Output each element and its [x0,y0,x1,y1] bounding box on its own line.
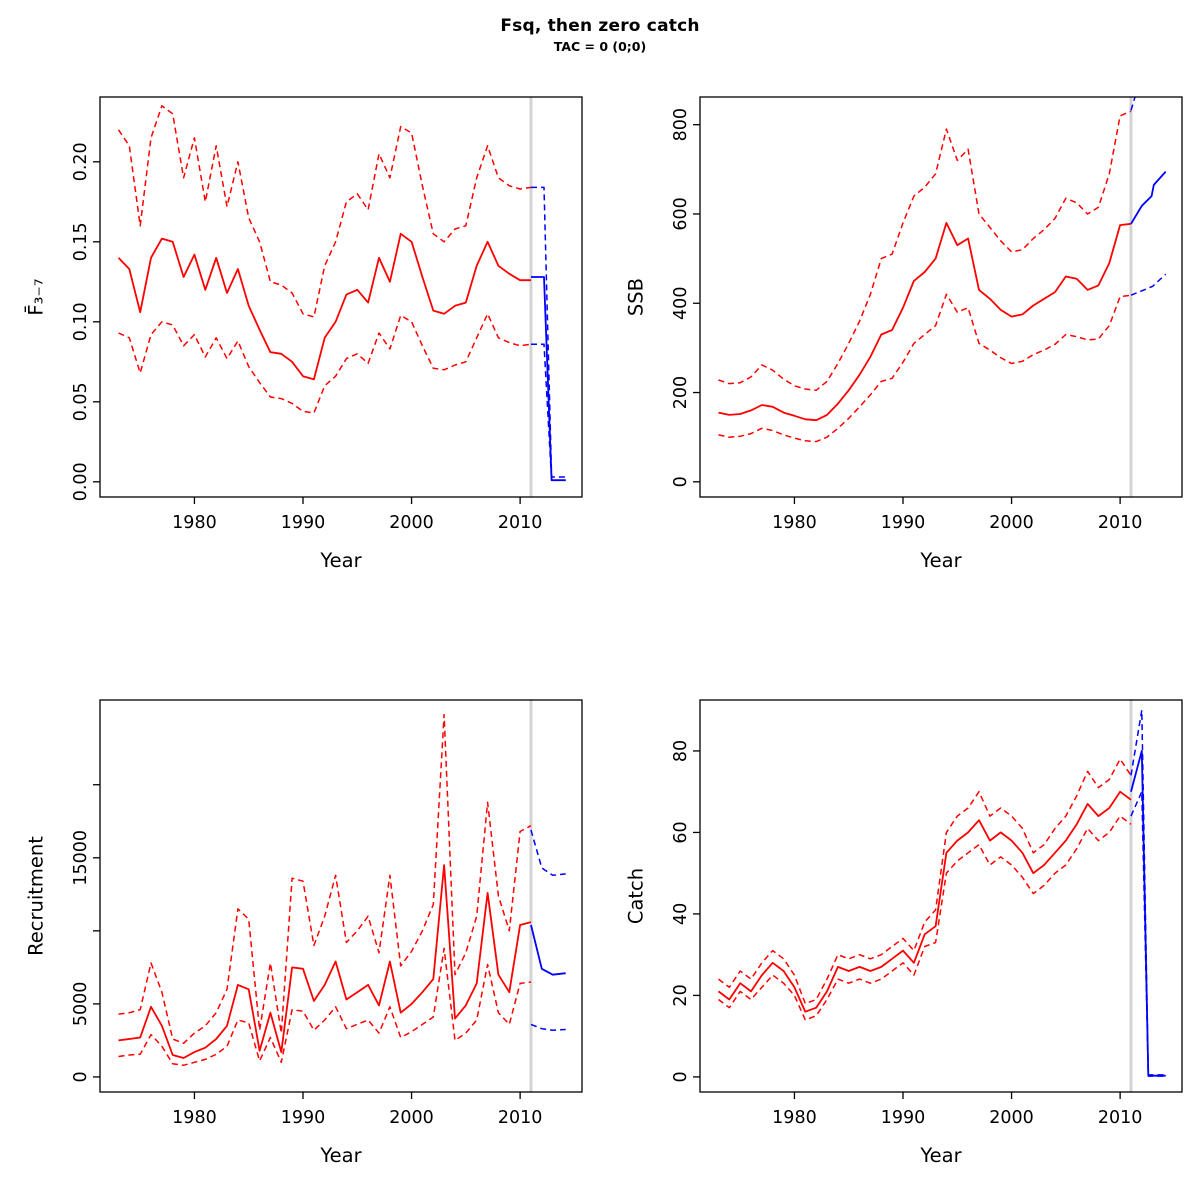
ssb-projection-lower-line [1130,273,1167,296]
fbar-historical-upper-ci-line [117,105,532,318]
ssb-y-tick-label: 400 [671,287,691,320]
catch-historical-upper-ci-line [718,758,1132,1005]
catch-series-group [717,709,1166,1077]
fbar-x-tick-label: 2010 [498,513,543,533]
ssb-y-tick-label: 200 [671,376,691,409]
recruitment-projection-median-line [530,924,566,976]
fbar-x-tick-label: 2000 [389,513,434,533]
catch-x-tick-label: 2000 [989,1108,1034,1128]
fbar-y-tick-label: 0.05 [71,382,91,421]
catch-historical-median-line [717,790,1132,1013]
recruitment-y-tick-label: 5000 [71,982,91,1027]
catch-y-tick-label: 40 [671,903,691,925]
recruitment-y-tick-label: 15000 [71,830,91,886]
recruitment-x-tick-label: 2000 [389,1108,434,1128]
fbar-y-axis-title: F̄₃₋₇ [23,278,48,315]
ssb-historical-median-line [718,221,1132,422]
catch-x-axis-title: Year [919,1144,962,1167]
ssb-x-tick-label: 1980 [772,513,817,533]
catch-x-tick-label: 1980 [772,1108,817,1128]
ssb-x-axis-title: Year [919,549,962,572]
ssb-x-tick-label: 2000 [989,513,1034,533]
recruitment-projection-lower-line [530,1023,566,1031]
chart-grid: 1980 1990 2000 2010 0.00 0.05 0.10 0.15 0.20 Year… [0,70,1200,1200]
fbar-historical-median-line [117,232,531,381]
fbar-chart: 1980 1990 2000 2010 0.00 0.05 0.10 0.15 0.20 Year… [23,96,583,572]
fbar-x-tick-label: 1980 [172,513,217,533]
recruitment-x-tick-label: 2010 [498,1108,543,1128]
figure-header: Fsq, then zero catch TAC = 0 (0;0) [0,0,1200,70]
recruitment-projection-upper-line [530,829,566,877]
recruitment-historical-lower-ci-line [118,947,532,1067]
recruitment-x-tick-label: 1990 [281,1108,326,1128]
ssb-historical-lower-ci-line [718,293,1132,443]
catch-y-tick-label: 0 [671,1071,691,1082]
fbar-historical-lower-ci-line [118,313,532,414]
ssb-x-tick-label: 1990 [881,513,926,533]
catch-x-tick-label: 1990 [881,1108,926,1128]
fbar-x-axis-title: Year [319,549,362,572]
fbar-y-tick-label: 0.20 [71,142,91,181]
fbar-series-group [117,105,566,482]
recruitment-y-tick-label: 0 [71,1071,91,1082]
catch-x-tick-label: 2010 [1098,1108,1143,1128]
catch-y-axis-title: Catch [625,868,648,924]
ssb-series-group [718,97,1167,443]
catch-y-tick-label: 20 [671,984,691,1006]
fbar-y-tick-label: 0.15 [71,222,91,261]
figure-title: Fsq, then zero catch [500,16,700,36]
fbar-projection-lower-line [531,343,566,481]
recruitment-plot-border [99,699,583,1093]
recruitment-chart: 1980 1990 2000 2010 0 5000 15000 Year Recruitmen… [25,699,583,1167]
catch-y-tick-label: 80 [671,740,691,762]
fbar-x-tick-label: 1990 [281,513,326,533]
fbar-y-tick-label: 0.00 [71,462,91,501]
ssb-y-tick-label: 800 [671,108,691,141]
recruitment-y-axis-title: Recruitment [25,836,48,956]
catch-projection-lower-line [1130,790,1166,1077]
ssb-historical-upper-ci-line [718,110,1132,392]
ssb-projection-median-line [1130,170,1167,225]
ssb-y-axis-title: SSB [625,278,648,316]
recruitment-historical-upper-ci-line [118,713,532,1045]
ssb-x-tick-label: 2010 [1098,513,1143,533]
fbar-plot-border [99,96,583,498]
recruitment-x-axis-title: Year [319,1144,362,1167]
ssb-y-tick-label: 600 [671,197,691,230]
catch-y-tick-label: 60 [671,821,691,843]
ssb-plot-border [699,96,1183,498]
fbar-y-tick-label: 0.10 [71,302,91,341]
recruitment-series-group [118,713,566,1067]
recruitment-x-tick-label: 1980 [172,1108,217,1128]
figure-subtitle: TAC = 0 (0;0) [553,39,647,54]
fbar-projection-median-line [531,276,566,482]
catch-plot-border [699,699,1183,1093]
ssb-y-tick-label: 0 [671,476,691,487]
catch-historical-lower-ci-line [718,815,1132,1021]
catch-chart: 1980 1990 2000 2010 0 20 40 60 80 Year Catch [625,699,1183,1167]
ssb-chart: 1980 1990 2000 2010 0 200 400 600 800 Year SSB [625,96,1183,572]
catch-projection-median-line [1130,750,1166,1077]
recruitment-historical-median-line [118,864,532,1059]
catch-projection-upper-line [1130,709,1166,1076]
ssb-projection-upper-line [1130,97,1136,111]
